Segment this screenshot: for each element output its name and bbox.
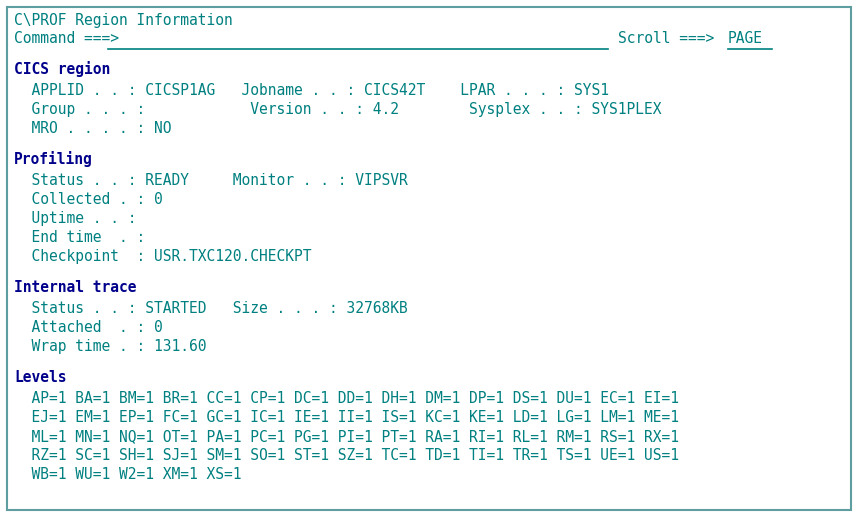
Text: Levels: Levels	[14, 370, 67, 385]
Text: Internal trace: Internal trace	[14, 280, 136, 295]
Text: CICS region: CICS region	[14, 61, 110, 77]
Text: PAGE: PAGE	[728, 31, 763, 46]
Text: AP=1 BA=1 BM=1 BR=1 CC=1 CP=1 DC=1 DD=1 DH=1 DM=1 DP=1 DS=1 DU=1 EC=1 EI=1: AP=1 BA=1 BM=1 BR=1 CC=1 CP=1 DC=1 DD=1 …	[14, 391, 679, 406]
Text: Status . . : STARTED   Size . . . : 32768KB: Status . . : STARTED Size . . . : 32768K…	[14, 301, 408, 316]
Text: Scroll ===>: Scroll ===>	[618, 31, 723, 46]
Text: Uptime . . :: Uptime . . :	[14, 211, 136, 226]
Text: RZ=1 SC=1 SH=1 SJ=1 SM=1 SO=1 ST=1 SZ=1 TC=1 TD=1 TI=1 TR=1 TS=1 UE=1 US=1: RZ=1 SC=1 SH=1 SJ=1 SM=1 SO=1 ST=1 SZ=1 …	[14, 448, 679, 463]
Text: End time  . :: End time . :	[14, 230, 145, 245]
Text: C\PROF Region Information: C\PROF Region Information	[14, 13, 233, 28]
Text: ML=1 MN=1 NQ=1 OT=1 PA=1 PC=1 PG=1 PI=1 PT=1 RA=1 RI=1 RL=1 RM=1 RS=1 RX=1: ML=1 MN=1 NQ=1 OT=1 PA=1 PC=1 PG=1 PI=1 …	[14, 429, 679, 444]
Text: WB=1 WU=1 W2=1 XM=1 XS=1: WB=1 WU=1 W2=1 XM=1 XS=1	[14, 467, 241, 482]
Text: Collected . : 0: Collected . : 0	[14, 192, 163, 207]
Text: Command ===>: Command ===>	[14, 31, 119, 46]
Text: APPLID . . : CICSP1AG   Jobname . . : CICS42T    LPAR . . . : SYS1: APPLID . . : CICSP1AG Jobname . . : CICS…	[14, 83, 609, 98]
Text: Profiling: Profiling	[14, 151, 93, 167]
Text: Group . . . :            Version . . : 4.2        Sysplex . . : SYS1PLEX: Group . . . : Version . . : 4.2 Sysplex …	[14, 102, 662, 117]
Text: MRO . . . . : NO: MRO . . . . : NO	[14, 121, 172, 136]
Text: Checkpoint  : USR.TXC120.CHECKPT: Checkpoint : USR.TXC120.CHECKPT	[14, 249, 311, 264]
Text: Status . . : READY     Monitor . . : VIPSVR: Status . . : READY Monitor . . : VIPSVR	[14, 173, 408, 188]
Text: Attached  . : 0: Attached . : 0	[14, 320, 163, 335]
Text: EJ=1 EM=1 EP=1 FC=1 GC=1 IC=1 IE=1 II=1 IS=1 KC=1 KE=1 LD=1 LG=1 LM=1 ME=1: EJ=1 EM=1 EP=1 FC=1 GC=1 IC=1 IE=1 II=1 …	[14, 410, 679, 425]
Text: Wrap time . : 131.60: Wrap time . : 131.60	[14, 339, 207, 354]
